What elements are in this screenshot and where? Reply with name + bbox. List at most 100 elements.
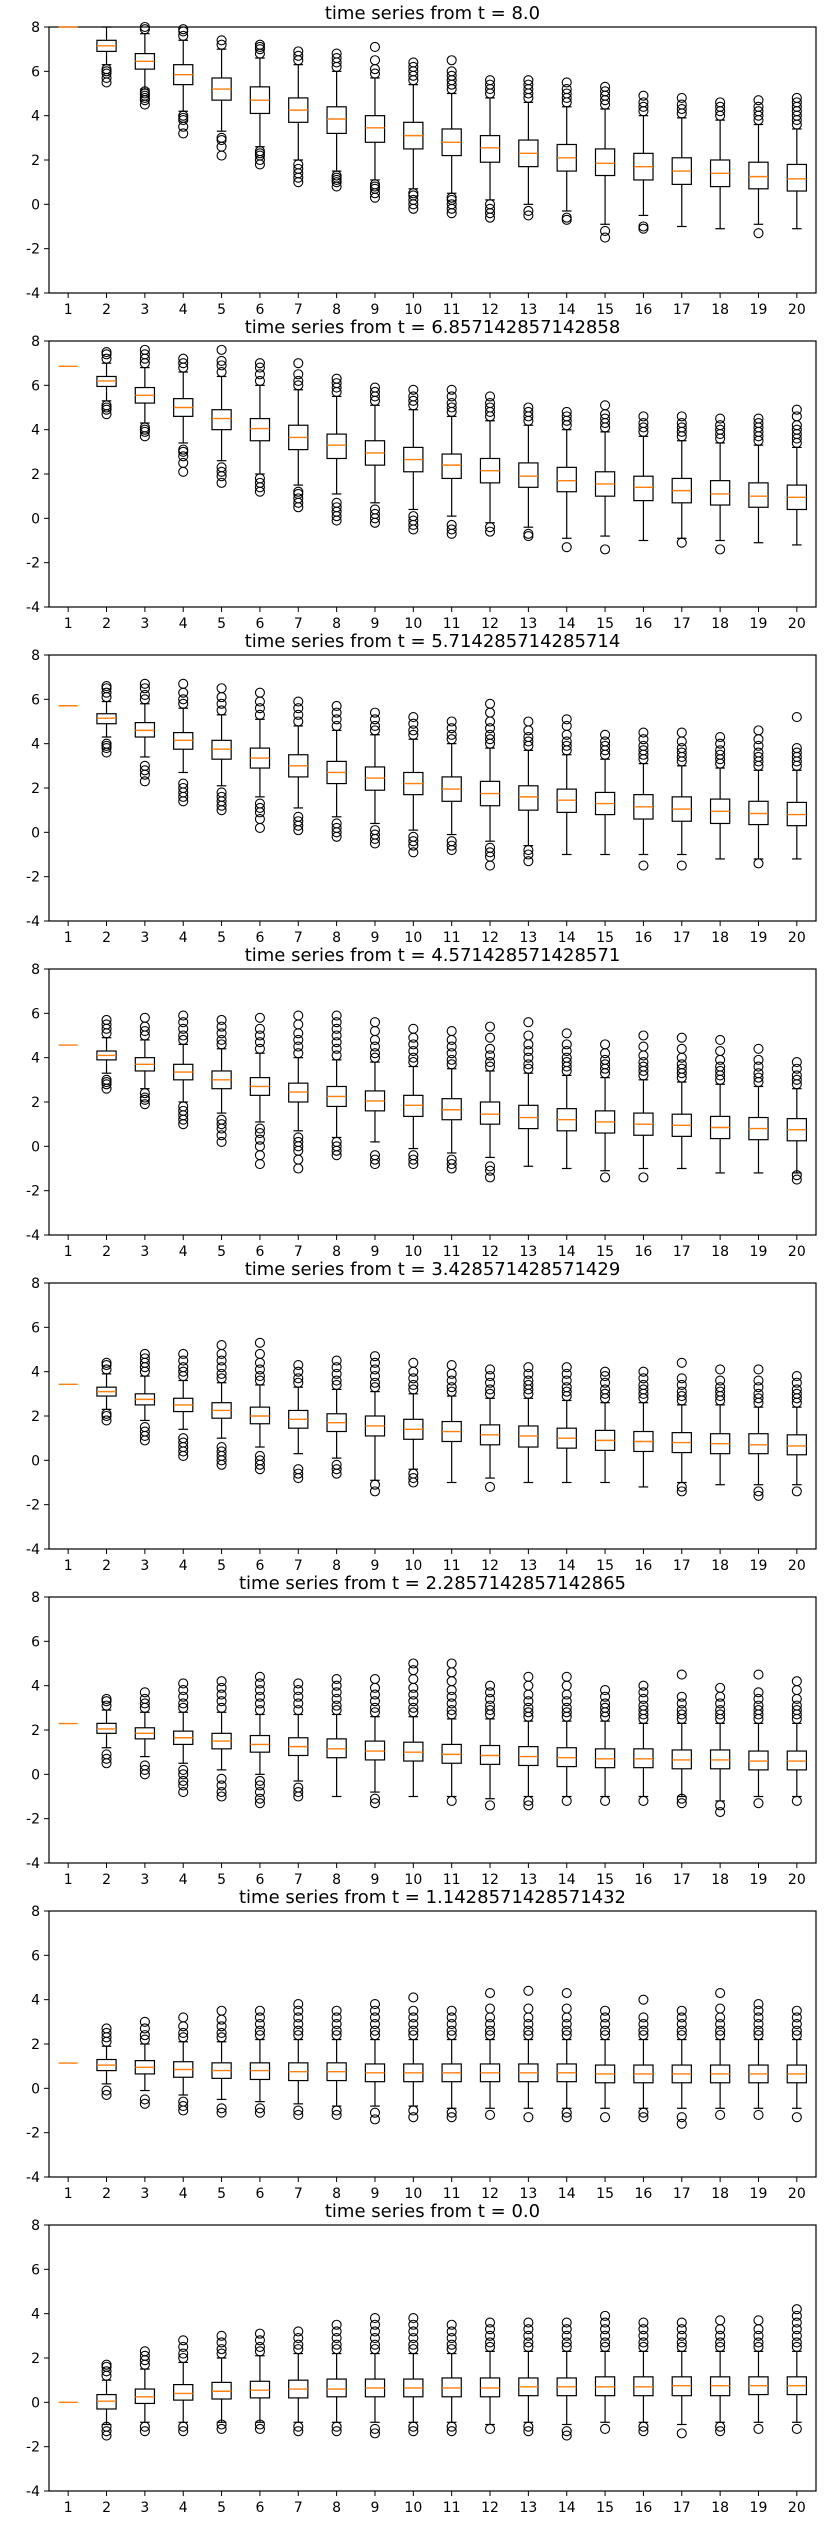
- outlier-point: [446, 723, 457, 734]
- x-tick-label: 9: [371, 930, 380, 946]
- outlier-point: [331, 52, 342, 64]
- outlier-point: [753, 1705, 764, 1716]
- outlier-point: [561, 212, 572, 223]
- x-tick-label: 11: [443, 2186, 461, 2202]
- outlier-point: [715, 544, 726, 555]
- outlier-point: [484, 2012, 496, 2023]
- y-tick-label: -4: [26, 914, 40, 930]
- outlier-point: [293, 358, 304, 369]
- outlier-point: [600, 736, 611, 747]
- outlier-point: [600, 81, 611, 92]
- box-group: [288, 2326, 309, 2437]
- outlier-point: [561, 2025, 572, 2036]
- outlier-point: [715, 2012, 726, 2023]
- axes-frame: [48, 340, 817, 608]
- y-tick-label: -2: [26, 1498, 40, 1514]
- outlier-point: [369, 41, 381, 53]
- axes-frame: [48, 1282, 817, 1550]
- outlier-point: [676, 103, 687, 115]
- outlier-point: [638, 1366, 649, 1377]
- outlier-point: [676, 736, 687, 747]
- box-group: [96, 347, 117, 420]
- outlier-point: [446, 1041, 457, 1052]
- outlier-point: [446, 2019, 457, 2030]
- box-group: [441, 1026, 462, 1174]
- box-group: [441, 716, 462, 856]
- outlier-point: [561, 2426, 572, 2437]
- outlier-point: [408, 2025, 419, 2036]
- x-tick-label: 2: [102, 616, 111, 632]
- x-tick-label: 16: [635, 2500, 653, 2516]
- x-tick-label: 5: [217, 2186, 226, 2202]
- outlier-point: [216, 132, 227, 143]
- outlier-point: [791, 2030, 802, 2041]
- outlier-point: [791, 2310, 802, 2321]
- outlier-point: [178, 2096, 189, 2107]
- outlier-point: [791, 1070, 802, 1081]
- outlier-point: [715, 97, 726, 108]
- outlier-point: [791, 1486, 802, 1497]
- outlier-point: [446, 2319, 457, 2330]
- outlier-point: [600, 86, 611, 97]
- outlier-point: [791, 1063, 802, 1074]
- outlier-point: [101, 738, 112, 749]
- x-tick-label: 12: [481, 2500, 499, 2516]
- x-tick-label: 12: [481, 1872, 499, 1888]
- outlier-point: [216, 1689, 227, 1700]
- outlier-point: [254, 41, 265, 53]
- outlier-point: [408, 1366, 419, 1377]
- outlier-point: [484, 2337, 496, 2348]
- outlier-point: [753, 1388, 764, 1399]
- x-tick-label: 18: [711, 930, 729, 946]
- x-tick-label: 13: [519, 1558, 537, 1574]
- outlier-point: [139, 1092, 150, 1103]
- outlier-point: [753, 2315, 764, 2326]
- subplot-7: time series from t = 1.1428571428571432 -…: [26, 1887, 817, 2202]
- outlier-point: [715, 2330, 726, 2341]
- outlier-point: [753, 2005, 764, 2016]
- outlier-point: [715, 2337, 726, 2348]
- y-tick-label: 4: [31, 1051, 40, 1067]
- x-tick-label: 15: [596, 302, 614, 318]
- outlier-point: [216, 2348, 227, 2359]
- outlier-point: [331, 2005, 342, 2016]
- outlier-point: [408, 1052, 419, 1063]
- y-tick-label: 4: [31, 1993, 40, 2009]
- outlier-point: [638, 2030, 649, 2041]
- box: [556, 466, 577, 493]
- box-group: [173, 678, 194, 807]
- x-tick-label: 10: [404, 1872, 422, 1888]
- box-group: [326, 1355, 347, 1479]
- outlier-point: [408, 2326, 419, 2337]
- x-tick-label: 7: [294, 2186, 303, 2202]
- x-tick-label: 3: [140, 302, 149, 318]
- outlier-point: [600, 2317, 611, 2328]
- outlier-point: [484, 1371, 496, 1382]
- outlier-point: [715, 749, 726, 760]
- box-group: [364, 1017, 386, 1170]
- outlier-point: [523, 1030, 534, 1041]
- outlier-point: [753, 1687, 764, 1698]
- box-group: [556, 1362, 577, 1484]
- box-group: [134, 344, 156, 442]
- outlier-point: [561, 1375, 572, 1386]
- outlier-point: [791, 1685, 802, 1696]
- x-tick-label: 3: [140, 930, 149, 946]
- outlier-point: [178, 1355, 189, 1366]
- outlier-point: [600, 1377, 611, 1388]
- outlier-point: [446, 1359, 457, 1371]
- box-group: [594, 1685, 616, 1806]
- outlier-point: [638, 1379, 649, 1391]
- outlier-point: [676, 743, 687, 754]
- x-tick-label: 8: [332, 1244, 341, 1260]
- outlier-point: [676, 2337, 687, 2348]
- outlier-point: [293, 1019, 304, 1030]
- outlier-point: [139, 1422, 150, 1433]
- outlier-point: [101, 402, 112, 413]
- outlier-point: [254, 802, 265, 814]
- box-group: [556, 1987, 577, 2123]
- outlier-point: [254, 1037, 265, 1048]
- outlier-point: [484, 1021, 496, 1032]
- box-group: [633, 727, 654, 871]
- outlier-point: [331, 1379, 342, 1391]
